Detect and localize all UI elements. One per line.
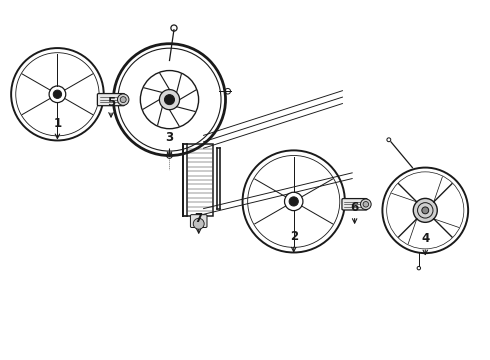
Ellipse shape bbox=[285, 192, 303, 211]
Ellipse shape bbox=[120, 96, 126, 103]
Text: 4: 4 bbox=[421, 232, 429, 246]
Ellipse shape bbox=[413, 198, 437, 222]
FancyBboxPatch shape bbox=[342, 199, 368, 210]
Text: 3: 3 bbox=[166, 131, 173, 144]
Ellipse shape bbox=[363, 202, 368, 207]
Bar bbox=[187, 144, 213, 216]
Text: 5: 5 bbox=[107, 95, 115, 109]
Text: 7: 7 bbox=[195, 212, 203, 225]
Ellipse shape bbox=[361, 199, 371, 210]
Ellipse shape bbox=[165, 95, 174, 105]
Text: 2: 2 bbox=[290, 230, 298, 243]
Ellipse shape bbox=[118, 94, 129, 105]
FancyBboxPatch shape bbox=[191, 215, 207, 228]
Ellipse shape bbox=[422, 207, 429, 214]
Text: 6: 6 bbox=[350, 201, 359, 214]
Text: 1: 1 bbox=[53, 117, 61, 130]
Ellipse shape bbox=[193, 218, 204, 229]
Ellipse shape bbox=[159, 90, 179, 110]
FancyBboxPatch shape bbox=[98, 94, 124, 106]
Ellipse shape bbox=[289, 197, 298, 206]
Ellipse shape bbox=[49, 86, 66, 103]
Ellipse shape bbox=[53, 90, 62, 98]
